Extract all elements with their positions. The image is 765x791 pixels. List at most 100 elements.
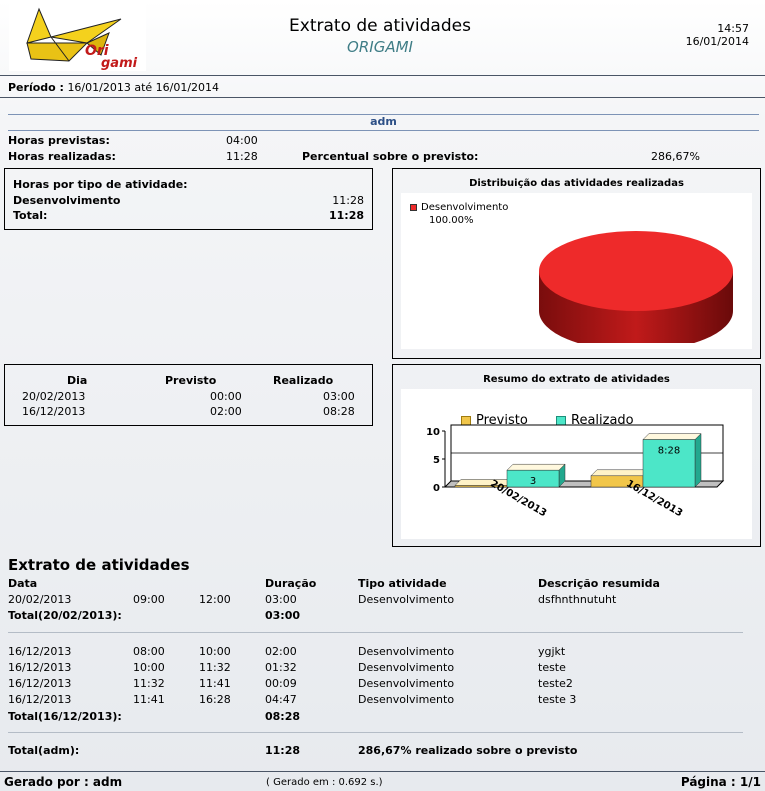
- cell-descricao: teste 3: [538, 693, 577, 706]
- bar-chart-title: Resumo do extrato de atividades: [483, 374, 670, 385]
- bar-top-realizado: [506, 463, 566, 471]
- dia-row-date: 16/12/2013: [22, 405, 86, 418]
- tipo-total-label: Total:: [13, 209, 48, 222]
- report-subtitle: ORIGAMI: [347, 38, 413, 56]
- bar-data-label: 8:28: [658, 446, 680, 457]
- bar-side-realizado: [694, 432, 702, 488]
- dia-row-date: 20/02/2013: [22, 390, 86, 403]
- footer-gerado-em: ( Gerado em : 0.692 s.): [266, 777, 383, 788]
- cell-start: 09:00: [133, 593, 165, 606]
- user-name: adm: [370, 115, 397, 128]
- horas-por-tipo-title: Horas por tipo de atividade:: [13, 178, 188, 191]
- cell-date: 16/12/2013: [8, 693, 72, 706]
- group-total-value: 03:00: [265, 609, 301, 622]
- group-divider: [8, 732, 743, 733]
- pie-legend-swatch: [410, 204, 417, 211]
- bar-top-realizado: [642, 433, 702, 440]
- y-tick-label: 10: [426, 427, 440, 438]
- svg-text:Ori: Ori: [85, 43, 109, 59]
- report-title: Extrato de atividades: [289, 16, 471, 36]
- grand-total-text: realizado sobre o previsto: [415, 744, 578, 757]
- footer-gerado-por: Gerado por : adm: [4, 775, 123, 789]
- group-total-label: Total(16/12/2013):: [8, 710, 122, 723]
- cell-duracao: 03:00: [265, 593, 297, 606]
- periodo-line: Período : 16/01/2013 até 16/01/2014: [8, 81, 219, 94]
- periodo-value: 16/01/2013 até 16/01/2014: [67, 81, 220, 94]
- crane-logo-icon: Ori gami: [26, 7, 138, 71]
- cell-descricao: teste2: [538, 677, 573, 690]
- dia-row-previsto: 00:00: [210, 390, 242, 403]
- cell-start: 11:32: [133, 677, 165, 690]
- dia-header: Dia: [67, 374, 88, 387]
- tipo-total-value: 11:28: [328, 209, 364, 222]
- dia-row-previsto: 02:00: [210, 405, 242, 418]
- previsto-header: Previsto: [165, 374, 217, 387]
- legend-realizado-label: Realizado: [571, 413, 634, 428]
- y-tick-label: 5: [433, 455, 440, 466]
- tipo-row-label: Desenvolvimento: [13, 194, 121, 207]
- pie-slice-desenvolvimento: [539, 231, 733, 311]
- cell-duracao: 02:00: [265, 645, 297, 658]
- pie-value-label: 100.00%: [429, 215, 474, 226]
- cell-end: 16:28: [199, 693, 231, 706]
- cell-descricao: teste: [538, 661, 566, 674]
- bar-realizado: [506, 469, 560, 488]
- grand-total-label: Total(adm):: [8, 744, 80, 757]
- cell-date: 20/02/2013: [8, 593, 72, 606]
- dia-row-realizado: 08:28: [323, 405, 355, 418]
- cell-tipo: Desenvolvimento: [358, 593, 455, 606]
- col-header-descricao: Descrição resumida: [538, 577, 660, 590]
- pie-chart-svg: [539, 231, 733, 343]
- cell-end: 10:00: [199, 645, 231, 658]
- percentual-label: Percentual sobre o previsto:: [302, 150, 479, 163]
- extrato-title: Extrato de atividades: [8, 556, 190, 574]
- col-header-data: Data: [8, 577, 38, 590]
- header-divider: [0, 75, 765, 76]
- pie-legend-label: Desenvolvimento: [421, 202, 509, 213]
- horas-previstas-value: 04:00: [226, 134, 258, 147]
- group-total-label: Total(20/02/2013):: [8, 609, 122, 622]
- cell-start: 10:00: [133, 661, 165, 674]
- svg-text:gami: gami: [101, 56, 138, 71]
- user-band-top: [8, 114, 759, 115]
- col-header-duracao: Duração: [265, 577, 317, 590]
- grand-total-summary: 286,67% realizado sobre o previsto: [358, 744, 577, 757]
- group-divider: [8, 632, 743, 633]
- y-tick-label: 0: [433, 483, 440, 494]
- pie-chart-area: Desenvolvimento 100.00%: [401, 193, 752, 349]
- footer-pagina: Página : 1/1: [680, 775, 761, 789]
- user-band-bottom: [8, 130, 759, 131]
- pie-chart-title: Distribuição das atividades realizadas: [469, 178, 684, 189]
- cell-tipo: Desenvolvimento: [358, 645, 455, 658]
- cell-duracao: 04:47: [265, 693, 297, 706]
- dia-row-realizado: 03:00: [323, 390, 355, 403]
- grand-total-pct: 286,67%: [358, 744, 412, 757]
- cell-start: 08:00: [133, 645, 165, 658]
- cell-duracao: 01:32: [265, 661, 297, 674]
- horas-realizadas-label: Horas realizadas:: [8, 150, 116, 163]
- cell-date: 16/12/2013: [8, 645, 72, 658]
- legend-previsto-label: Previsto: [476, 413, 528, 428]
- cell-start: 11:41: [133, 693, 165, 706]
- horas-por-tipo-box: Horas por tipo de atividade: Desenvolvim…: [4, 168, 373, 230]
- grand-total-value: 11:28: [265, 744, 301, 757]
- group-total-value: 08:28: [265, 710, 301, 723]
- periodo-label: Período :: [8, 81, 64, 94]
- cell-date: 16/12/2013: [8, 677, 72, 690]
- col-header-tipo: Tipo atividade: [358, 577, 447, 590]
- cell-tipo: Desenvolvimento: [358, 661, 455, 674]
- report-timestamp: 14:57 16/01/2014: [686, 22, 749, 48]
- previsto-realizado-por-dia-box: Dia Previsto Realizado 20/02/2013 00:00 …: [4, 364, 373, 426]
- origami-logo: Ori gami: [9, 3, 146, 71]
- bar-chart-area: Previsto Realizado 10 5 0 3 20/02/2013 8:28 16…: [401, 389, 752, 539]
- bar-chart-panel: Resumo do extrato de atividades Previsto…: [392, 364, 761, 547]
- report-time: 14:57: [717, 22, 749, 35]
- horas-realizadas-value: 11:28: [226, 150, 258, 163]
- cell-descricao: dsfhnthnutuht: [538, 593, 617, 606]
- footer-divider: [0, 771, 765, 772]
- cell-end: 12:00: [199, 593, 231, 606]
- tipo-row-value: 11:28: [332, 194, 364, 207]
- cell-tipo: Desenvolvimento: [358, 693, 455, 706]
- cell-date: 16/12/2013: [8, 661, 72, 674]
